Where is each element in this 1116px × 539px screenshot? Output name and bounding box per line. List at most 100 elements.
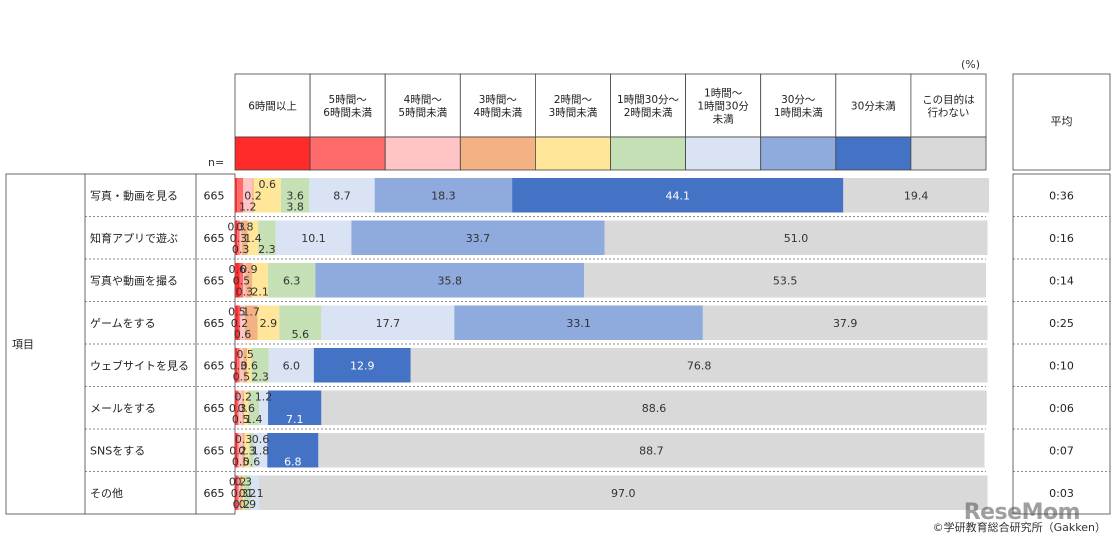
data-label-4-4: 0.5 xyxy=(233,371,251,384)
bar-segment-7-1 xyxy=(236,475,239,510)
data-label-6-8: 88.7 xyxy=(639,444,664,457)
data-label-0-3: 1.2 xyxy=(239,201,257,214)
row-label-3: ゲームをする xyxy=(90,317,156,330)
row-label-1: 知育アプリで遊ぶ xyxy=(90,231,178,245)
bar-segment-6-2 xyxy=(238,433,243,468)
bar-segment-0-6 xyxy=(309,178,375,213)
bar-segment-6-1 xyxy=(237,433,239,468)
data-label-2-1: 0.9 xyxy=(240,263,258,276)
data-label-2-3: 0.3 xyxy=(236,286,254,299)
bar-segment-2-2 xyxy=(243,263,246,298)
bar-segment-4-8 xyxy=(313,348,411,383)
row-average-1: 0:16 xyxy=(1049,232,1074,245)
legend-swatch-2 xyxy=(384,136,461,171)
bar-segment-1-3 xyxy=(241,220,248,255)
bar-segment-0-1 xyxy=(237,178,244,213)
bar-segment-0-0 xyxy=(235,178,238,213)
legend-swatch-7 xyxy=(760,136,837,171)
row-n-5: 665 xyxy=(204,402,225,415)
legend-swatch-0 xyxy=(234,136,311,171)
data-label-7-6: 0.9 xyxy=(239,498,257,511)
data-label-0-0: 0.6 xyxy=(259,178,277,191)
data-label-7-3: 0.2 xyxy=(239,487,257,500)
data-label-2-5: 6.3 xyxy=(283,274,301,287)
data-label-6-1: 0.6 xyxy=(252,433,270,446)
header-cell-0 xyxy=(234,73,311,138)
row-average-4: 0:10 xyxy=(1049,359,1074,372)
bar-segment-0-2 xyxy=(243,178,253,213)
data-label-3-8: 37.9 xyxy=(833,317,858,330)
data-label-1-6: 10.1 xyxy=(301,232,326,245)
bar-segment-5-8 xyxy=(268,390,322,425)
data-label-7-2: 0.3 xyxy=(231,487,249,500)
row-average-5: 0:06 xyxy=(1049,402,1074,415)
header-label-3-1: 4時間未満 xyxy=(474,107,523,119)
bar-segment-7-5 xyxy=(244,475,251,510)
bar-segment-3-0 xyxy=(235,305,239,340)
header-label-4-0: 2時間～ xyxy=(554,94,593,106)
data-label-4-0: 0.5 xyxy=(236,348,254,361)
row-label-2: 写真や動画を撮る xyxy=(90,273,178,287)
row-label-0: 写真・動画を見る xyxy=(90,188,178,202)
data-label-0-6: 18.3 xyxy=(431,189,456,202)
bar-segment-4-5 xyxy=(251,348,269,383)
row-n-0: 665 xyxy=(204,189,225,202)
data-label-7-4: 1.1 xyxy=(246,487,264,500)
bar-segment-2-7 xyxy=(315,263,585,298)
header-label-5-0: 1時間30分～ xyxy=(617,94,680,106)
data-label-3-6: 17.7 xyxy=(376,317,401,330)
bar-segment-3-6 xyxy=(321,305,455,340)
data-label-1-8: 51.0 xyxy=(784,232,809,245)
data-label-6-0: 0.3 xyxy=(235,433,253,446)
bar-segment-7-2 xyxy=(238,475,241,510)
bar-segment-6-0 xyxy=(235,433,238,468)
data-label-2-6: 35.8 xyxy=(438,274,463,287)
bar-segment-7-3 xyxy=(240,475,243,510)
data-label-4-6: 12.9 xyxy=(350,359,375,372)
data-label-1-1: 0.8 xyxy=(236,221,254,234)
data-label-6-2: 0.2 xyxy=(229,444,247,457)
data-label-6-7: 6.8 xyxy=(284,456,302,469)
bar-segment-4-1 xyxy=(237,348,240,383)
data-label-5-2: 0.3 xyxy=(229,402,247,415)
header-cell-7 xyxy=(760,73,837,138)
row-n-3: 665 xyxy=(204,317,225,330)
data-label-5-6: 7.1 xyxy=(286,413,304,426)
header-label-1-1: 6時間未満 xyxy=(323,107,372,119)
data-label-5-5: 1.4 xyxy=(245,413,263,426)
header-label-6-2: 未満 xyxy=(713,114,734,126)
header-label-1-0: 5時間～ xyxy=(329,94,368,106)
data-label-3-5: 5.6 xyxy=(292,328,310,341)
bar-segment-2-3 xyxy=(245,263,253,298)
data-label-2-7: 53.5 xyxy=(773,274,798,287)
legend-swatch-1 xyxy=(309,136,386,171)
row-average-2: 0:14 xyxy=(1049,274,1074,287)
header-label-2-1: 5時間未満 xyxy=(398,107,447,119)
row-n-2: 665 xyxy=(204,274,225,287)
data-label-4-7: 76.8 xyxy=(687,359,712,372)
data-label-1-2: 0.3 xyxy=(230,232,248,245)
header-cell-2 xyxy=(384,73,461,138)
bar-segment-5-1 xyxy=(236,390,239,425)
row-label-6: SNSをする xyxy=(90,444,145,457)
data-label-7-1: 0.3 xyxy=(235,476,253,489)
bar-segment-3-4 xyxy=(257,305,280,340)
header-label-9-1: 行わない xyxy=(927,106,969,119)
average-header-cell xyxy=(1012,73,1111,171)
data-label-1-0: 0.3 xyxy=(227,221,245,234)
data-label-3-4: 0.6 xyxy=(234,328,252,341)
data-label-0-2: 3.6 xyxy=(286,189,304,202)
data-label-6-3: 0.3 xyxy=(238,444,256,457)
legend-swatch-5 xyxy=(610,136,686,171)
bar-segment-4-4 xyxy=(247,348,252,383)
data-label-0-5: 8.7 xyxy=(333,189,351,202)
bar-segment-1-6 xyxy=(275,220,352,255)
row-label-5: メールをする xyxy=(90,402,156,415)
group-label: 項目 xyxy=(12,338,34,351)
bar-segment-7-0 xyxy=(235,475,237,510)
data-label-4-3: 6.0 xyxy=(283,359,301,372)
data-label-6-4: 1.8 xyxy=(252,444,270,457)
data-label-3-3: 2.9 xyxy=(260,317,278,330)
bar-segment-5-3 xyxy=(242,390,245,425)
